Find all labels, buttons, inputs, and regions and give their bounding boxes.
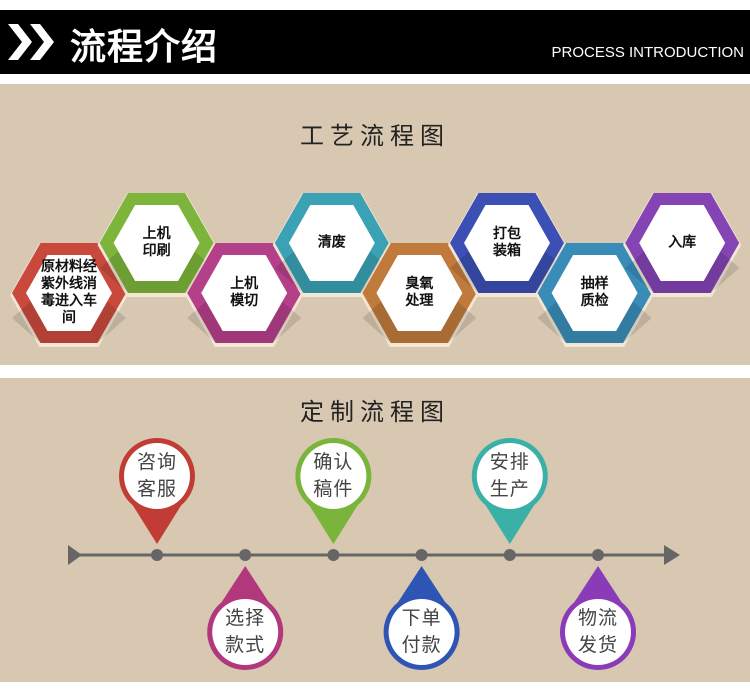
hexagon-step-label: 清废 xyxy=(317,234,346,251)
timeline-dot xyxy=(327,549,340,561)
pin-label-line: 付款 xyxy=(401,634,442,656)
pin-label-line: 稿件 xyxy=(313,478,354,500)
hexagon-step-label: 原材料经紫外线消毒进入车间 xyxy=(41,259,97,326)
pin-step-label: 确认 稿件 xyxy=(298,449,368,503)
timeline-dot xyxy=(415,549,428,561)
timeline-dot xyxy=(592,549,604,561)
hexagon-step-label: 抽样质检 xyxy=(580,276,609,309)
hexagon-step xyxy=(10,243,128,347)
location-pin-icon xyxy=(119,438,195,544)
timeline-end-arrow-icon xyxy=(664,545,680,565)
pin-label-line: 确认 xyxy=(313,451,354,473)
hexagon-step xyxy=(448,193,566,297)
pin-step-label: 安排 生产 xyxy=(475,449,545,503)
header-subtitle: PROCESS INTRODUCTION xyxy=(551,44,744,61)
timeline-start-arrow-icon xyxy=(68,545,82,565)
pin-label-line: 生产 xyxy=(489,478,530,500)
pin-step-label: 物流 发货 xyxy=(563,605,633,659)
hexagon-step xyxy=(185,243,304,347)
header-bar: 流程介绍 PROCESS INTRODUCTION xyxy=(0,10,750,74)
hexagon-step-label: 上机模切 xyxy=(230,276,259,309)
timeline-dot xyxy=(503,549,516,561)
hexagon-step-label: 打包装箱 xyxy=(493,226,521,259)
pin-label-line: 下单 xyxy=(401,607,442,629)
location-pin-icon xyxy=(471,438,548,544)
pin-label-line: 客服 xyxy=(136,478,177,500)
pin-label-line: 发货 xyxy=(577,634,618,656)
timeline-dot xyxy=(151,549,163,561)
pin-step-label: 下单 付款 xyxy=(387,605,457,659)
hexagon-step xyxy=(97,193,216,297)
hexagon-step xyxy=(535,243,654,347)
pin-label-line: 款式 xyxy=(225,634,266,656)
custom-flow-panel: 定制流程图 咨询客服选择款式 确认稿件下单付款 安排生产物流发货 xyxy=(0,378,750,682)
header-title: 流程介绍 xyxy=(70,27,219,68)
custom-flow-timeline xyxy=(68,438,680,670)
hexagon-step xyxy=(360,243,479,347)
location-pin-icon xyxy=(560,566,636,670)
pin-label-line: 安排 xyxy=(489,451,530,473)
location-pin-icon xyxy=(295,438,372,544)
craft-flow-hexagons xyxy=(10,193,742,347)
location-pin-icon xyxy=(207,566,284,670)
hexagon-step-label: 臭氧处理 xyxy=(405,276,434,309)
hexagon-step xyxy=(623,193,742,297)
custom-flow-title: 定制流程图 xyxy=(300,398,450,426)
pin-label-line: 选择 xyxy=(225,607,266,629)
timeline-dot xyxy=(239,549,252,561)
hexagon-step-label: 入库 xyxy=(668,234,697,251)
pin-label-line: 物流 xyxy=(577,607,618,629)
pin-label-line: 咨询 xyxy=(136,451,177,473)
hexagon-step-label: 上机印刷 xyxy=(142,226,171,259)
location-pin-icon xyxy=(383,566,460,670)
double-chevron-right-icon xyxy=(8,24,54,60)
pin-step-label: 咨询 客服 xyxy=(122,449,192,503)
craft-flow-title: 工艺流程图 xyxy=(300,122,450,150)
hexagon-step xyxy=(272,193,391,297)
pin-step-label: 选择 款式 xyxy=(210,605,280,659)
craft-flow-panel: 工艺流程图 原材料经紫外线消毒进入车间 上机印刷上机模切 清废臭氧处理 打包装箱抽样质… xyxy=(0,84,750,365)
